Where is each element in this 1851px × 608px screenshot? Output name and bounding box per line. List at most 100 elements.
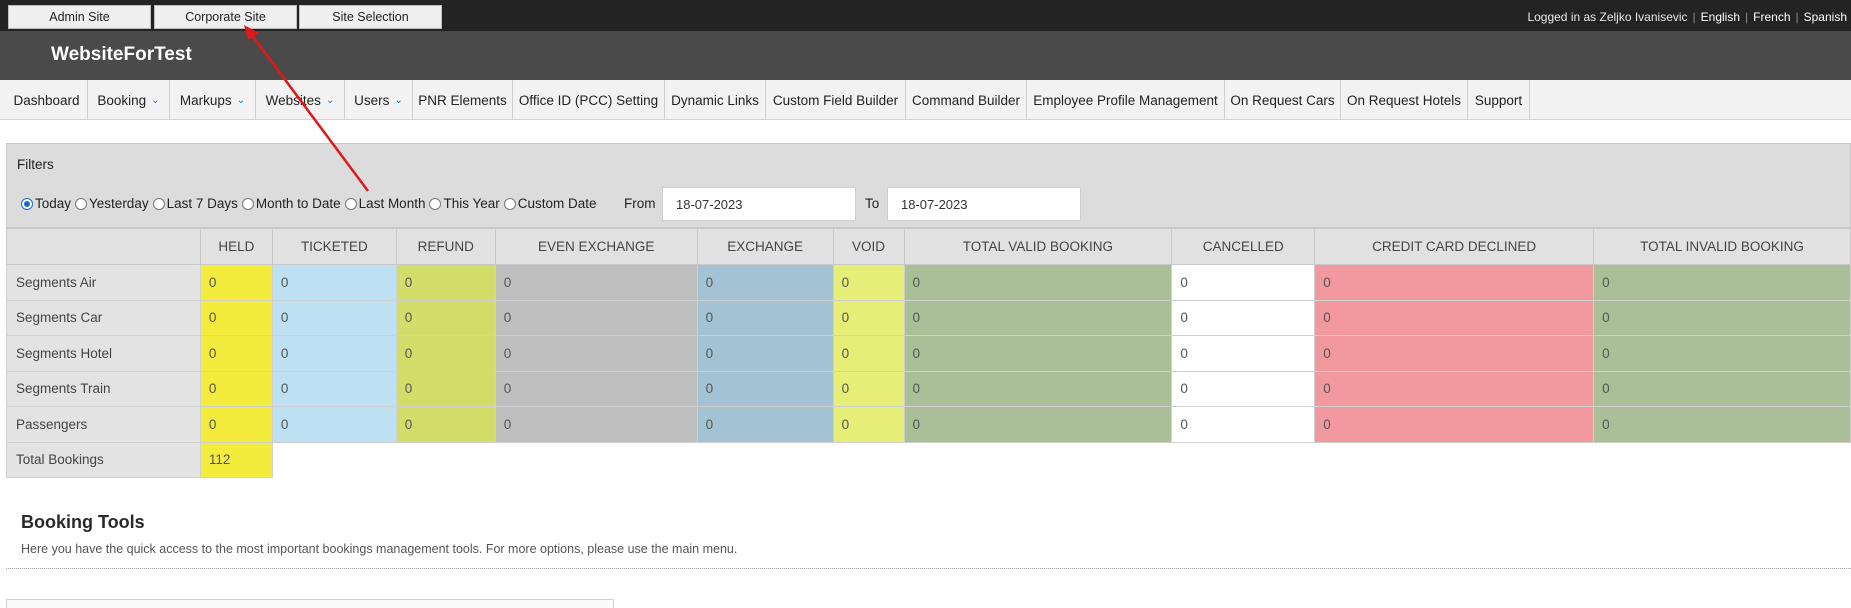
- radio-custom-date[interactable]: Custom Date: [503, 196, 601, 211]
- nav-label: Office ID (PCC) Setting: [518, 92, 659, 108]
- total-bookings-value: 112: [199, 441, 273, 478]
- chevron-down-icon: ⌄: [325, 94, 335, 106]
- divider: [6, 568, 1851, 569]
- top-bar: Admin Site Corporate Site Site Selection…: [0, 0, 1851, 31]
- radio-last-month[interactable]: Last Month: [344, 196, 430, 211]
- nav-item-command-builder[interactable]: Command Builder: [905, 80, 1026, 120]
- nav-item-websites[interactable]: Websites ⌄: [255, 80, 344, 120]
- nav-item-support[interactable]: Support: [1467, 80, 1530, 120]
- period-radio-group: Today Yesterday Last 7 Days Month to Dat…: [21, 196, 601, 211]
- table-cell: 0: [903, 299, 1173, 336]
- table-cell: 0: [832, 370, 905, 407]
- column-header: EXCHANGE: [696, 228, 834, 265]
- radio-yesterday[interactable]: Yesterday: [75, 196, 153, 211]
- table-cell: 0: [1314, 370, 1595, 407]
- chevron-down-icon: ⌄: [151, 94, 160, 106]
- table-cell: 0: [494, 264, 698, 301]
- table-cell: 0: [271, 406, 397, 443]
- empty-cell: [272, 442, 1850, 478]
- nav-item-on-request-cars[interactable]: On Request Cars: [1224, 80, 1340, 120]
- column-header: HELD: [199, 228, 273, 265]
- table-cell: 0: [1314, 299, 1595, 336]
- radio-button-icon[interactable]: [503, 197, 516, 210]
- language-english[interactable]: English: [1700, 10, 1741, 24]
- radio-this-year[interactable]: This Year: [429, 196, 503, 211]
- nav-item-employee-profile[interactable]: Employee Profile Management: [1026, 80, 1224, 120]
- radio-label: Month to Date: [255, 196, 341, 211]
- nav-item-markups[interactable]: Markups ⌄: [169, 80, 255, 120]
- table-cell: 0: [494, 335, 698, 372]
- radio-button-icon[interactable]: [75, 197, 88, 210]
- table-cell: 0: [199, 335, 273, 372]
- radio-month-to-date[interactable]: Month to Date: [241, 196, 345, 211]
- row-label: Segments Train: [6, 370, 201, 407]
- table-cell: 0: [395, 406, 496, 443]
- table-cell: 0: [1171, 264, 1316, 301]
- table-cell: 0: [271, 299, 397, 336]
- radio-button-icon[interactable]: [241, 197, 254, 210]
- nav-label: Users: [354, 92, 390, 108]
- booking-tools-description: Here you have the quick access to the mo…: [21, 542, 738, 556]
- to-date-input[interactable]: 18-07-2023: [887, 187, 1081, 221]
- table-row: Passengers 0 0 0 0 0 0 0 0 0 0: [6, 406, 1851, 443]
- table-cell: 0: [696, 264, 834, 301]
- column-header: REFUND: [395, 228, 496, 265]
- radio-label: Last Month: [358, 196, 426, 211]
- table-cell: 0: [1593, 299, 1851, 336]
- nav-label: On Request Cars: [1230, 92, 1335, 108]
- nav-item-dynamic-links[interactable]: Dynamic Links: [664, 80, 765, 120]
- main-nav: Dashboard Booking ⌄ Markups ⌄ Websites ⌄ Us…: [0, 80, 1851, 120]
- radio-label: Custom Date: [517, 196, 597, 211]
- chevron-down-icon: ⌄: [394, 94, 403, 106]
- filters-panel: Filters Today Yesterday Last 7 Days Mont…: [6, 143, 1851, 228]
- table-row: Segments Air 0 0 0 0 0 0 0 0 0 0: [6, 264, 1851, 301]
- table-cell: 0: [1593, 335, 1851, 372]
- nav-item-on-request-hotels[interactable]: On Request Hotels: [1340, 80, 1467, 120]
- nav-label: Support: [1474, 92, 1523, 108]
- language-french[interactable]: French: [1753, 10, 1791, 24]
- user-info: Logged in as Zeljko Ivanisevic | English | F…: [1527, 10, 1847, 24]
- table-cell: 0: [903, 264, 1173, 301]
- table-cell: 0: [1314, 335, 1595, 372]
- table-cell: 0: [832, 264, 905, 301]
- corporate-site-button[interactable]: Corporate Site: [154, 5, 297, 29]
- corner-cell: [6, 228, 201, 265]
- radio-button-icon[interactable]: [21, 197, 33, 210]
- table-cell: 0: [494, 370, 698, 407]
- radio-button-icon[interactable]: [429, 197, 442, 210]
- radio-label: This Year: [443, 196, 500, 211]
- table-cell: 0: [1171, 299, 1316, 336]
- site-selection-button[interactable]: Site Selection: [299, 5, 442, 29]
- radio-button-icon[interactable]: [152, 197, 165, 210]
- column-header: VOID: [832, 228, 905, 265]
- admin-site-button[interactable]: Admin Site: [8, 5, 151, 29]
- nav-item-custom-field-builder[interactable]: Custom Field Builder: [765, 80, 905, 120]
- nav-item-dashboard[interactable]: Dashboard: [6, 80, 87, 120]
- column-header: TOTAL INVALID BOOKING: [1593, 228, 1851, 265]
- table-cell: 0: [696, 406, 834, 443]
- radio-last-7-days[interactable]: Last 7 Days: [152, 196, 242, 211]
- nav-label: Custom Field Builder: [772, 92, 899, 108]
- table-cell: 0: [1593, 370, 1851, 407]
- radio-button-icon[interactable]: [344, 197, 357, 210]
- table-cell: 0: [395, 335, 496, 372]
- row-label: Segments Car: [6, 299, 201, 336]
- language-spanish[interactable]: Spanish: [1803, 10, 1847, 24]
- nav-item-users[interactable]: Users ⌄: [344, 80, 412, 120]
- row-label: Segments Air: [6, 264, 201, 301]
- radio-today[interactable]: Today: [21, 196, 75, 211]
- radio-label: Yesterday: [89, 196, 149, 211]
- nav-item-office-id[interactable]: Office ID (PCC) Setting: [512, 80, 664, 120]
- from-label: From: [624, 196, 656, 211]
- nav-label: Booking: [97, 92, 147, 108]
- from-date-input[interactable]: 18-07-2023: [662, 187, 856, 221]
- filters-title: Filters: [17, 157, 54, 172]
- column-header: CANCELLED: [1171, 228, 1316, 265]
- row-label: Segments Hotel: [6, 335, 201, 372]
- nav-item-booking[interactable]: Booking ⌄: [87, 80, 169, 120]
- radio-label: Last 7 Days: [166, 196, 238, 211]
- site-title[interactable]: WebsiteForTest: [51, 44, 192, 65]
- nav-label: PNR Elements: [418, 92, 507, 108]
- nav-label: Command Builder: [911, 92, 1021, 108]
- nav-item-pnr-elements[interactable]: PNR Elements: [412, 80, 512, 120]
